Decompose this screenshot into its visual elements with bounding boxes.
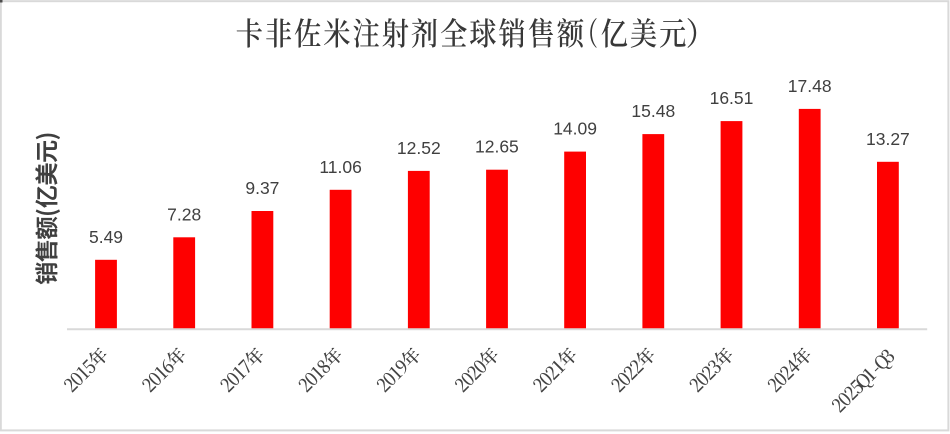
svg-text:9.37: 9.37	[245, 178, 279, 198]
svg-text:15.48: 15.48	[631, 101, 675, 121]
svg-text:13.27: 13.27	[866, 129, 910, 149]
svg-text:17.48: 17.48	[788, 76, 832, 96]
svg-text:5.49: 5.49	[89, 227, 123, 247]
svg-text:14.09: 14.09	[553, 119, 597, 139]
svg-text:11.06: 11.06	[319, 157, 362, 177]
svg-text:12.52: 12.52	[397, 138, 441, 158]
svg-text:7.28: 7.28	[167, 204, 201, 224]
svg-text:16.51: 16.51	[710, 88, 754, 108]
svg-text:12.65: 12.65	[475, 137, 519, 157]
